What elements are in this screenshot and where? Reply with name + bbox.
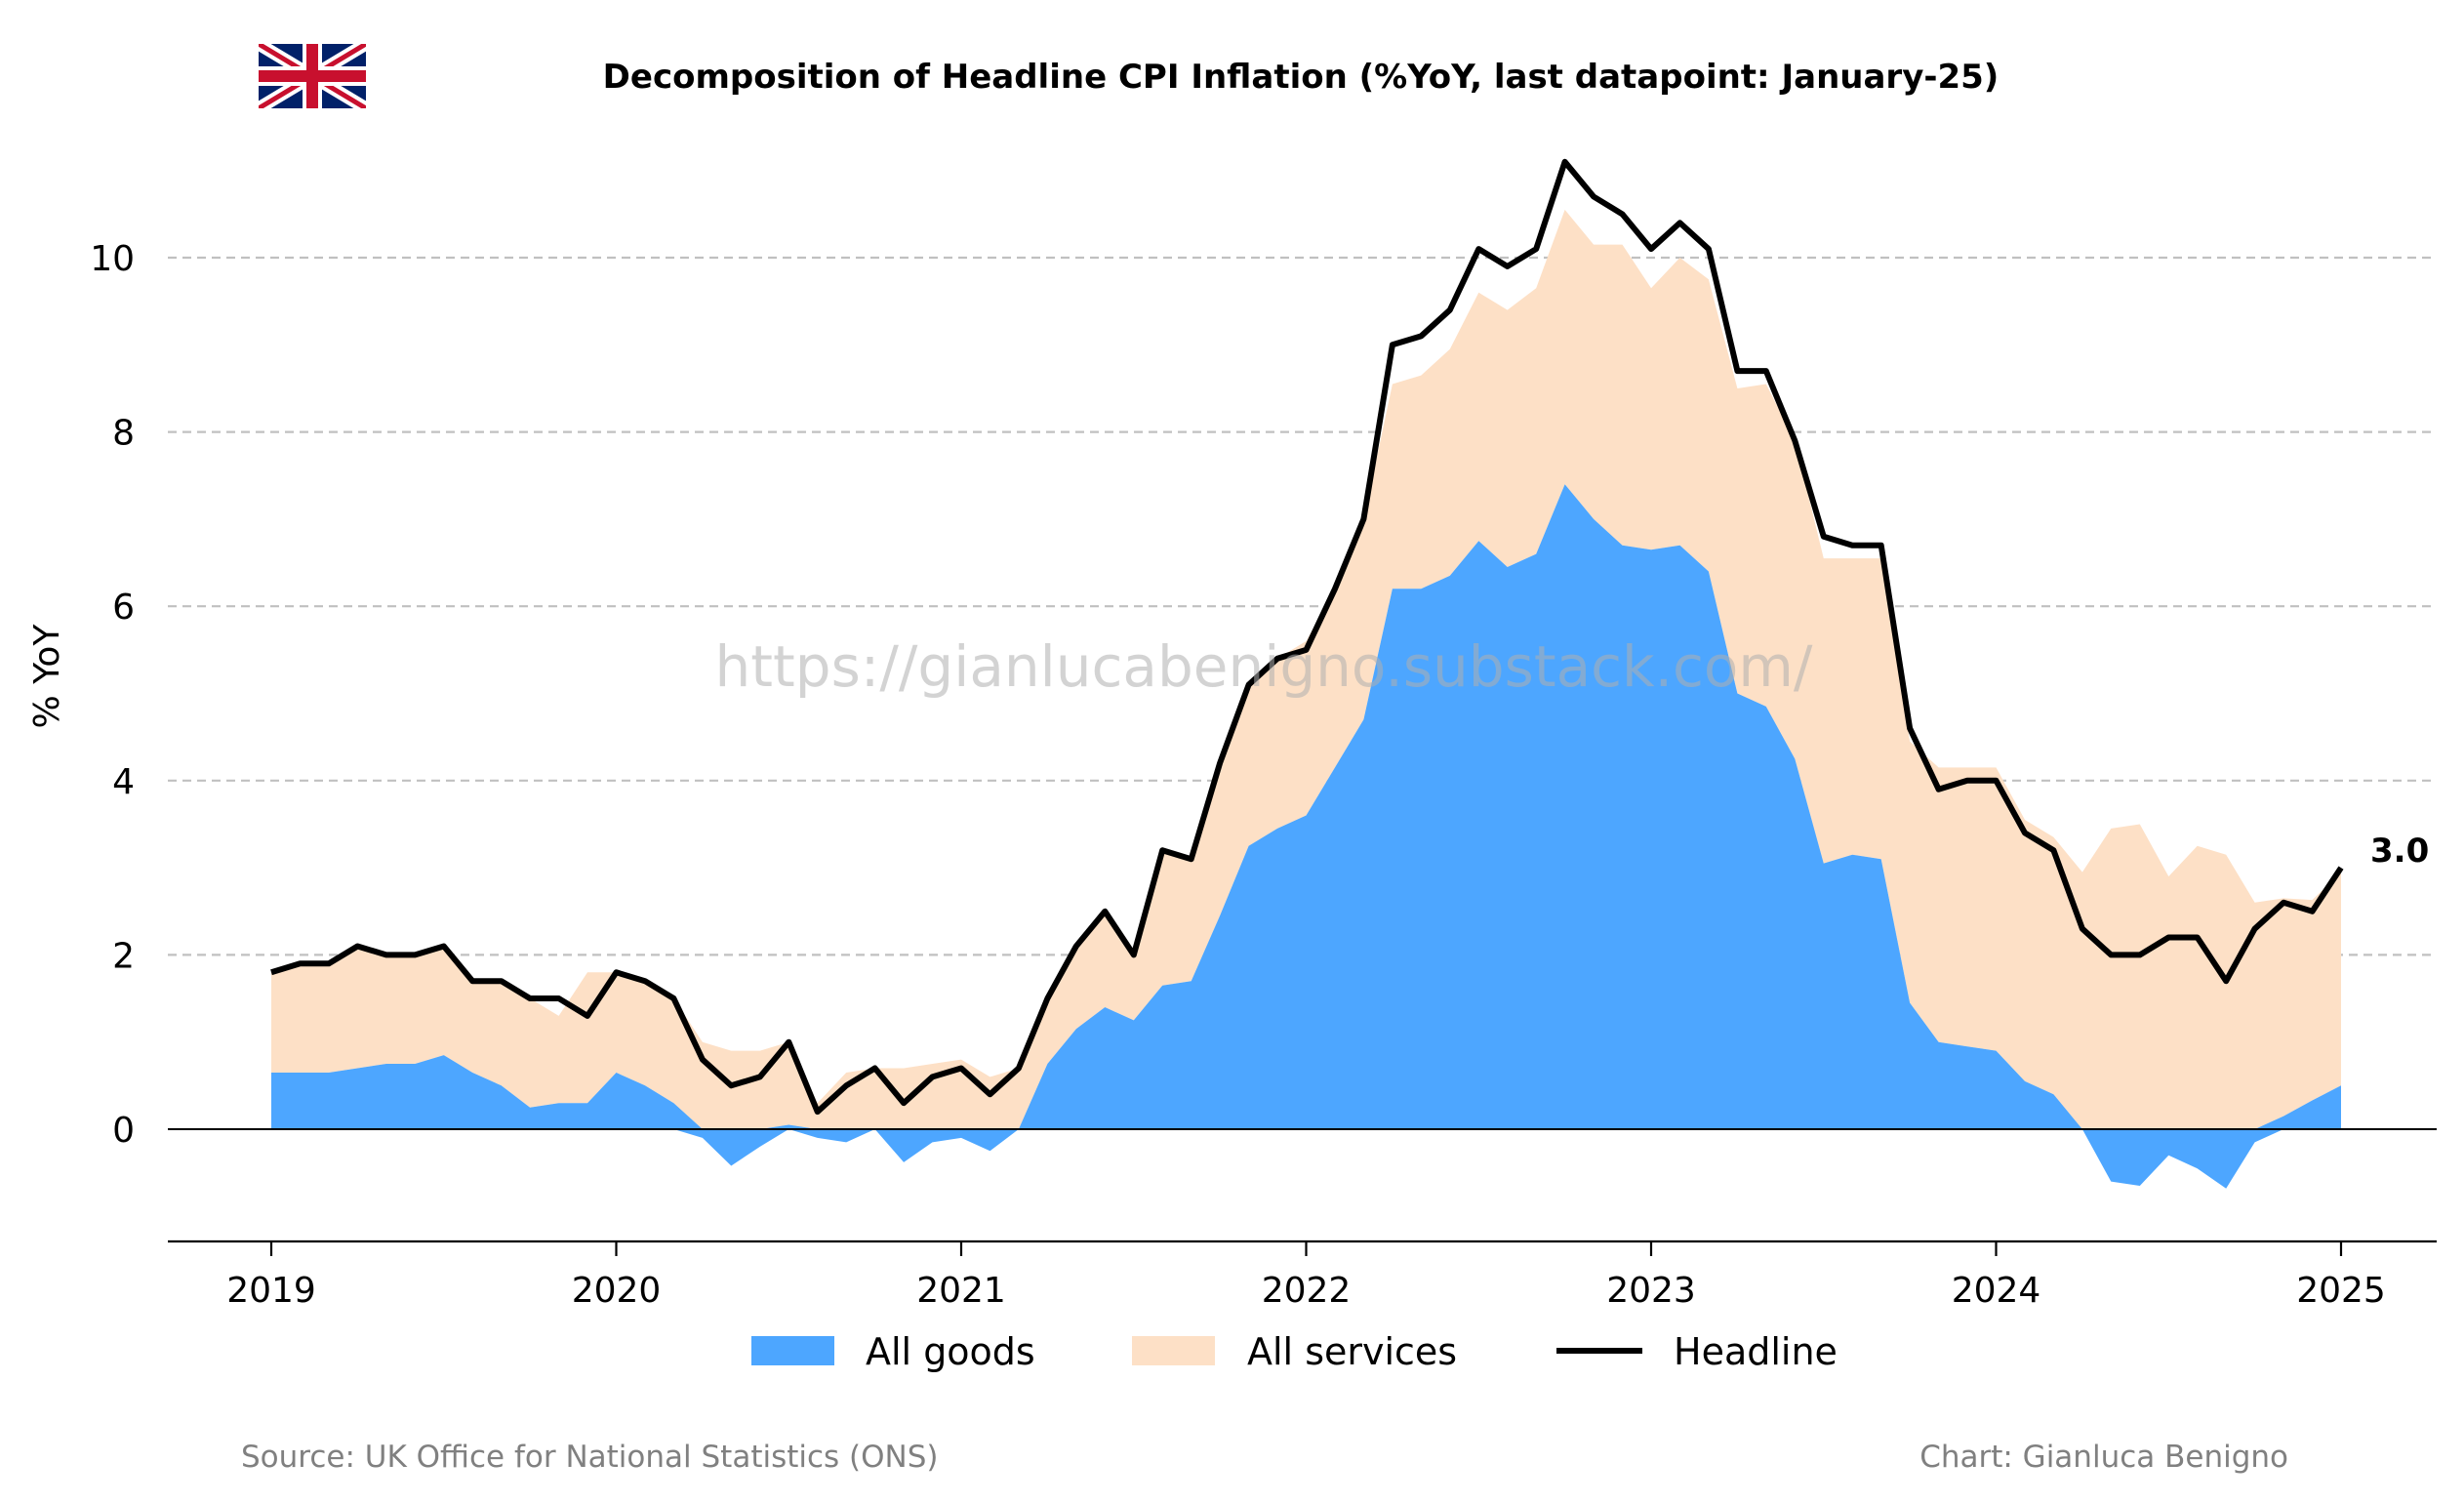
y-axis-label: % YoY <box>27 624 67 729</box>
source-note: Source: UK Office for National Statistic… <box>241 1440 939 1475</box>
y-tick-label: 4 <box>112 762 135 802</box>
area-all-services <box>271 209 2341 1129</box>
x-tick-label: 2024 <box>1952 1271 2041 1311</box>
chart-title: Decomposition of Headline CPI Inflation … <box>603 58 1999 97</box>
y-tick-label: 0 <box>112 1111 135 1151</box>
x-tick-label: 2022 <box>1262 1271 1352 1311</box>
x-tick-label: 2021 <box>916 1271 1006 1311</box>
legend-label-headline: Headline <box>1674 1330 1838 1373</box>
uk-flag-icon <box>259 44 366 108</box>
y-axis-ticks: 0 2 4 6 8 10 <box>90 239 135 1151</box>
legend-label-all-services: All services <box>1247 1330 1457 1373</box>
area-all-goods <box>271 484 2341 1129</box>
area-all-goods-negative <box>271 1129 2341 1189</box>
headline-line <box>270 158 2344 1116</box>
y-tick-label: 2 <box>112 936 135 976</box>
y-tick-label: 10 <box>90 239 135 279</box>
headline-series <box>270 158 2344 1116</box>
legend: All goods All services Headline <box>751 1330 1838 1373</box>
y-tick-label: 6 <box>112 588 135 628</box>
legend-label-all-goods: All goods <box>866 1330 1035 1373</box>
y-tick-label: 8 <box>112 414 135 454</box>
chart-credit: Chart: Gianluca Benigno <box>1919 1440 2288 1475</box>
last-value-label: 3.0 <box>2370 832 2429 871</box>
legend-swatch-all-goods <box>751 1336 834 1365</box>
stacked-areas <box>271 209 2341 1189</box>
x-tick-label: 2025 <box>2296 1271 2386 1311</box>
x-tick-label: 2019 <box>226 1271 316 1311</box>
x-tick-label: 2020 <box>572 1271 662 1311</box>
legend-swatch-all-services <box>1132 1336 1215 1365</box>
area-all-services-negative <box>271 1129 2341 1189</box>
x-tick-label: 2023 <box>1606 1271 1696 1311</box>
x-axis: 2019 2020 2021 2022 2023 2024 2025 <box>168 1239 2437 1311</box>
watermark: https://gianlucabenigno.substack.com/ <box>715 633 1813 700</box>
